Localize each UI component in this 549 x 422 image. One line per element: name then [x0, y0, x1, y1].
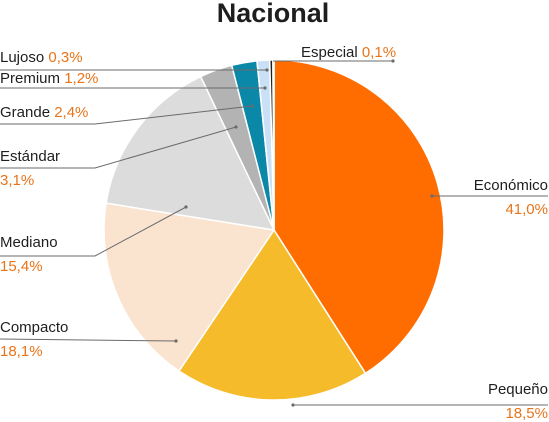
leader-dot-8: [391, 59, 395, 63]
pie-slices: [103, 59, 445, 401]
slice-label-text-5: Grande: [0, 104, 54, 121]
leader-dot-2: [174, 339, 178, 343]
slice-label-1: Pequeño: [488, 381, 548, 398]
leader-dot-5: [250, 104, 254, 108]
leader-line-4: [0, 126, 237, 169]
slice-value-6: 1,2%: [64, 70, 98, 87]
slice-value-5: 2,4%: [54, 104, 88, 121]
slice-value-1: 18,5%: [505, 405, 548, 422]
slice-value-3: 15,4%: [0, 258, 43, 275]
leader-line-3: [0, 206, 187, 257]
leader-line-2: [0, 338, 177, 342]
slice-label-4: Estándar: [0, 148, 60, 165]
pie-slice-3: [105, 75, 276, 231]
slice-label-text-6: Premium: [0, 70, 64, 87]
leader-dot-3: [184, 205, 188, 209]
leader-dot-0: [430, 194, 434, 198]
slice-value-0: 41,0%: [505, 201, 548, 218]
slice-label-7: Lujoso 0,3%: [0, 49, 83, 66]
slice-value-2: 18,1%: [0, 343, 43, 360]
leader-dot-4: [234, 125, 238, 129]
slice-value-7: 0,3%: [48, 49, 82, 66]
chart-title: Nacional: [217, 0, 330, 28]
slice-label-5: Grande 2,4%: [0, 104, 88, 121]
slice-label-text-8: Especial: [301, 44, 362, 61]
leader-dot-1: [291, 403, 295, 407]
leader-lines: [0, 59, 548, 407]
slice-label-0: Económico: [474, 177, 548, 194]
pie-slice-8: [272, 59, 275, 231]
slice-labels: Económico 41,0% Pequeño 18,5% Compacto 18,1% M…: [0, 44, 548, 422]
slice-value-8: 0,1%: [362, 44, 396, 61]
slice-label-8: Especial 0,1%: [301, 44, 396, 61]
pie-slice-1: [177, 228, 367, 401]
leader-line-5: [0, 105, 253, 125]
slice-label-2: Compacto: [0, 319, 68, 336]
pie-slice-0: [273, 59, 445, 375]
slice-label-6: Premium 1,2%: [0, 70, 98, 87]
leader-dot-7: [265, 68, 269, 72]
leader-dot-6: [263, 86, 267, 90]
pie-slice-2: [103, 202, 276, 373]
slice-label-text-7: Lujoso: [0, 49, 48, 66]
slice-value-4: 3,1%: [0, 172, 34, 189]
slice-label-3: Mediano: [0, 234, 58, 251]
